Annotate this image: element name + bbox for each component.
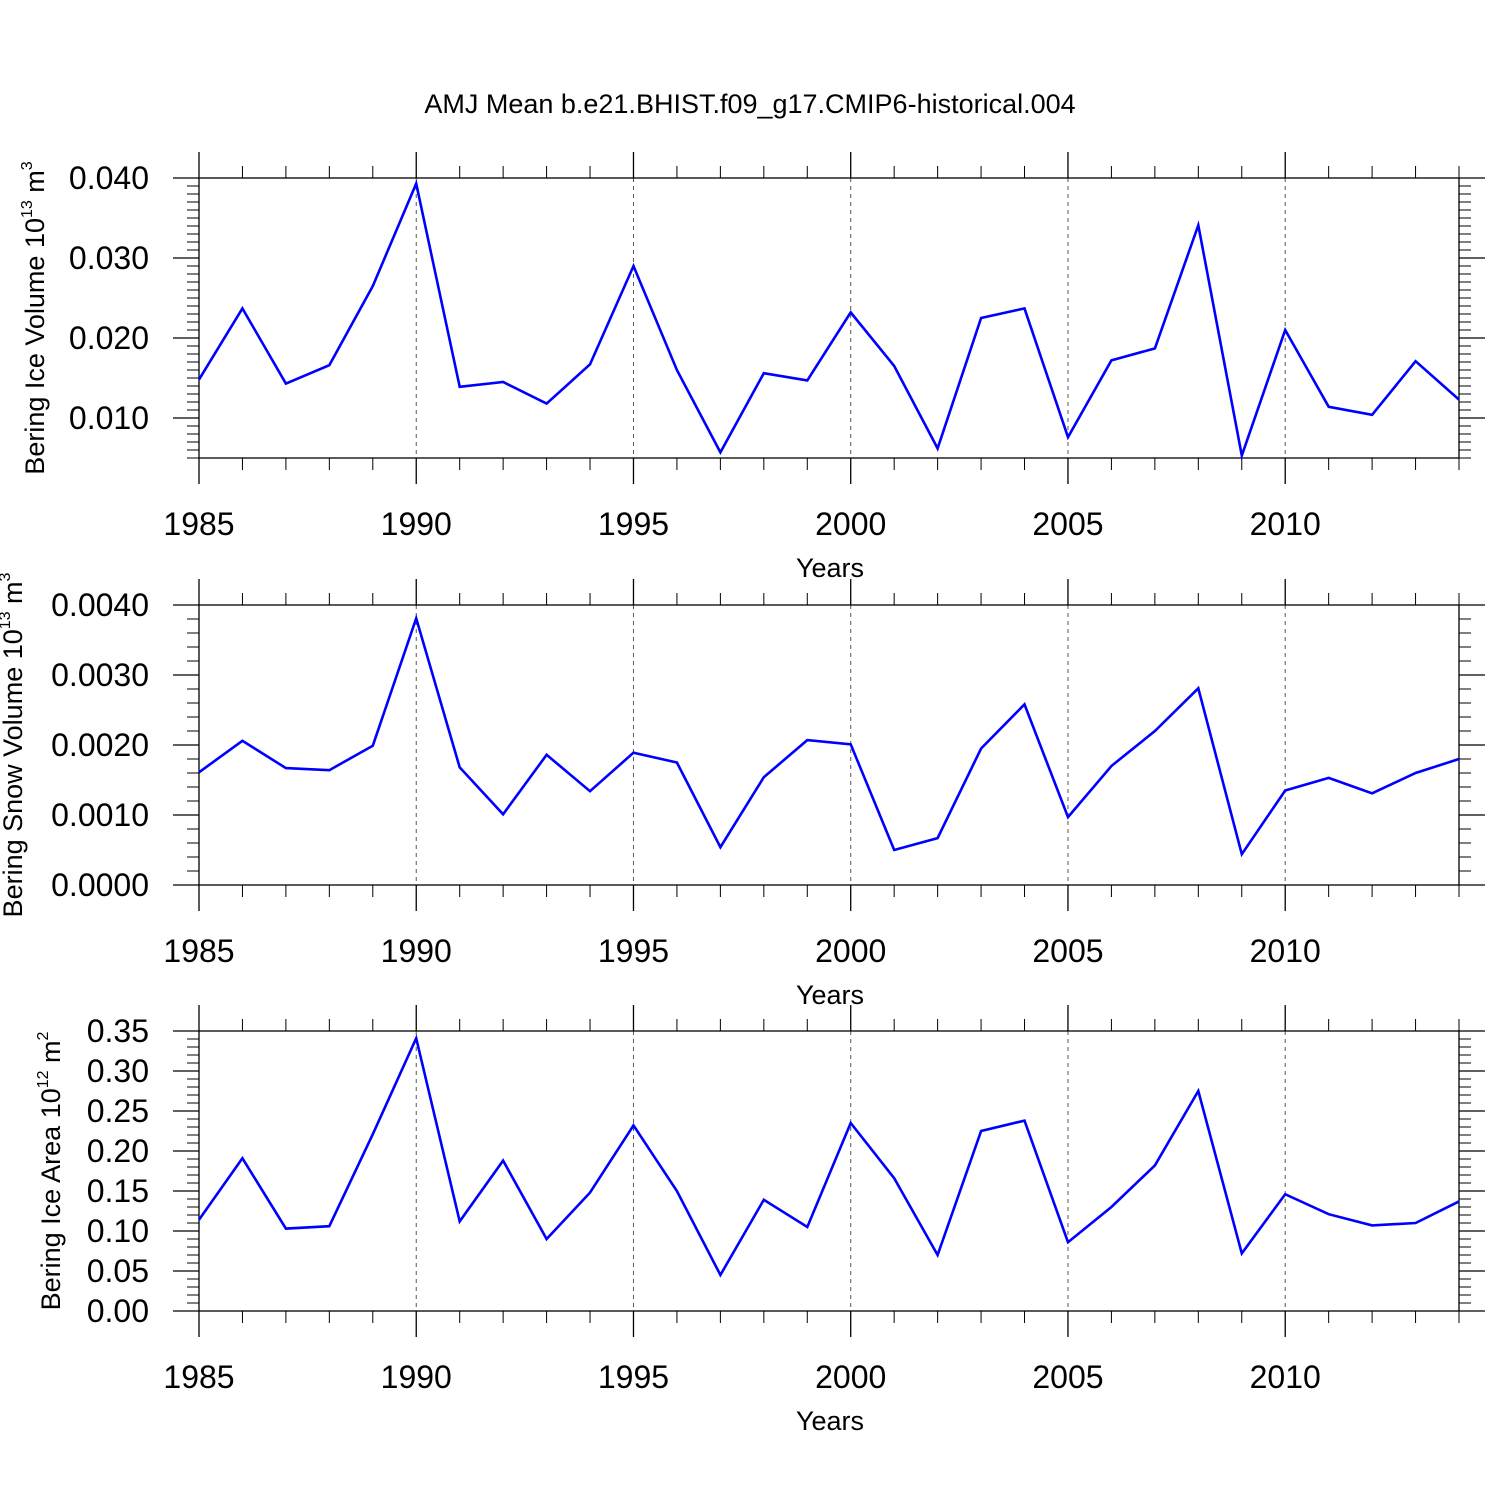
x-tick-label: 2000 [815,506,886,542]
y-axis-label: Bering Ice Volume 1013 m3 [19,161,50,474]
y-tick-label: 0.30 [87,1053,149,1089]
panel-3: 1985 1990 1995 2000 2005 2010 Years 0.00 0.05 0.1… [35,1005,1485,1436]
y-axis-label-exponent: 2 [35,1031,52,1040]
y-tick-label: 0.0000 [51,867,149,903]
y-tick-label: 0.15 [87,1173,149,1209]
plot-frame [199,1031,1459,1311]
y-axis-label-exponent: 3 [19,161,36,170]
y-tick-label: 0.35 [87,1013,149,1049]
y-axis-label-exponent: 13 [0,611,14,629]
x-tick-label: 2005 [1032,506,1103,542]
y-tick-label: 0.05 [87,1253,149,1289]
y-tick-label: 0.020 [69,320,149,356]
y-axis-label-text: m [36,1040,66,1070]
y-tick-label: 0.00 [87,1293,149,1329]
y-tick-label: 0.030 [69,240,149,276]
plot-frame [199,605,1459,885]
x-tick-label: 2010 [1250,506,1321,542]
x-tick-label: 2000 [815,933,886,969]
x-tick-label: 2005 [1032,933,1103,969]
y-tick-label: 0.010 [69,400,149,436]
x-tick-label: 1995 [598,933,669,969]
y-tick-label: 0.0030 [51,657,149,693]
y-axis-label-exponent: 13 [19,200,36,218]
chart-title: AMJ Mean b.e21.BHIST.f09_g17.CMIP6-histo… [424,89,1075,119]
x-tick-label: 1985 [163,506,234,542]
plot-frame [199,178,1459,458]
y-axis-label-text: m [20,170,50,200]
x-axis-label: Years [796,1406,864,1436]
x-tick-label: 1985 [163,1359,234,1395]
y-tick-label: 0.0020 [51,727,149,763]
x-axis-label: Years [796,980,864,1010]
x-axis-label: Years [796,553,864,583]
x-tick-label: 1990 [381,933,452,969]
x-tick-label: 1990 [381,506,452,542]
y-axis-label: Bering Snow Volume 1013 m3 [0,572,28,917]
panel-2: 1985 1990 1995 2000 2005 2010 Years 0.0000 0.001… [0,572,1485,1010]
y-axis-label-exponent: 12 [35,1070,52,1088]
x-tick-label: 2000 [815,1359,886,1395]
x-tick-label: 1990 [381,1359,452,1395]
x-tick-label: 2005 [1032,1359,1103,1395]
y-tick-label: 0.10 [87,1213,149,1249]
y-axis-label-text: Bering Snow Volume 10 [0,629,28,917]
y-tick-label: 0.25 [87,1093,149,1129]
y-axis-label: Bering Ice Area 1012 m2 [35,1031,66,1310]
y-axis-label-exponent: 3 [0,572,14,581]
y-tick-label: 0.0010 [51,797,149,833]
x-tick-label: 2010 [1250,1359,1321,1395]
y-tick-label: 0.20 [87,1133,149,1169]
x-tick-label: 1995 [598,506,669,542]
series-line [199,618,1459,854]
x-tick-label: 1985 [163,933,234,969]
x-tick-label: 1995 [598,1359,669,1395]
y-axis-label-text: Bering Ice Volume 10 [20,218,50,475]
y-tick-label: 0.040 [69,160,149,196]
y-axis-label-text: m [0,581,28,611]
series-line [199,1038,1459,1275]
y-tick-label: 0.0040 [51,587,149,623]
series-line [199,184,1459,456]
panel-1: 1985 1990 1995 2000 2005 2010 Years 0.010 0.020 0… [19,152,1485,583]
x-tick-label: 2010 [1250,933,1321,969]
y-axis-label-text: Bering Ice Area 10 [36,1088,66,1310]
